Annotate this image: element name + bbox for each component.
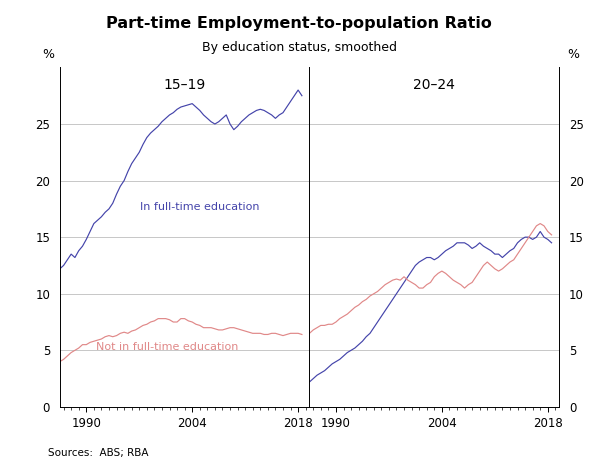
Text: %: %: [567, 47, 579, 60]
Text: Sources:  ABS; RBA: Sources: ABS; RBA: [48, 448, 148, 458]
Text: %: %: [42, 47, 54, 60]
Text: By education status, smoothed: By education status, smoothed: [202, 41, 396, 54]
Text: Not in full-time education: Not in full-time education: [96, 342, 239, 352]
Text: 20–24: 20–24: [413, 78, 455, 92]
Text: Part-time Employment-to-population Ratio: Part-time Employment-to-population Ratio: [106, 16, 492, 31]
Text: In full-time education: In full-time education: [140, 202, 260, 212]
Text: 15–19: 15–19: [163, 78, 206, 92]
